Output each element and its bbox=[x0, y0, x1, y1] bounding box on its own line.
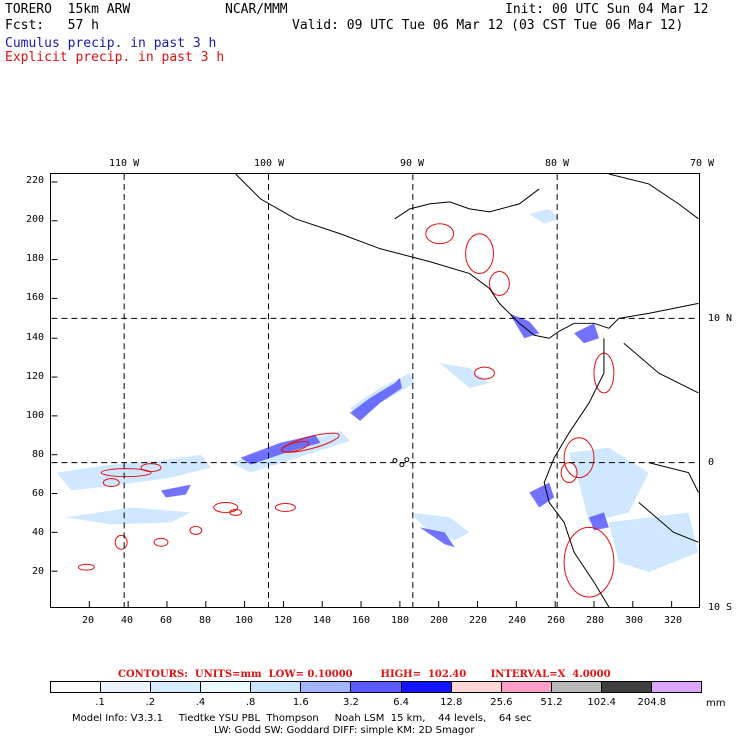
x-tick: 40 bbox=[121, 615, 134, 626]
colorbar-swatch bbox=[351, 682, 402, 692]
colorbar-level: 51.2 bbox=[540, 697, 563, 708]
x-tick: 120 bbox=[274, 615, 293, 626]
precip-shading-light bbox=[56, 208, 699, 573]
units-label: mm bbox=[706, 698, 726, 709]
y-tick: 140 bbox=[26, 332, 45, 343]
y-tick: 120 bbox=[26, 371, 45, 382]
colorbar-level: 1.6 bbox=[292, 697, 309, 708]
colorbar-swatch bbox=[101, 682, 152, 692]
colorbar-level: 12.8 bbox=[440, 697, 463, 708]
colorbar-swatch bbox=[651, 682, 702, 692]
y-tick: 60 bbox=[32, 488, 45, 499]
colorbar-level: 102.4 bbox=[587, 697, 617, 708]
valid-time: Valid: 09 UTC Tue 06 Mar 12 (03 CST Tue … bbox=[292, 18, 684, 33]
x-tick: 80 bbox=[199, 615, 212, 626]
colorbar-swatch bbox=[501, 682, 552, 692]
colorbar-swatch bbox=[451, 682, 502, 692]
lon-label: 70 W bbox=[690, 158, 715, 169]
y-tick: 100 bbox=[26, 410, 45, 421]
y-tick: 200 bbox=[26, 214, 45, 225]
x-tick: 300 bbox=[625, 615, 644, 626]
colorbar-level: .4 bbox=[195, 697, 206, 708]
y-tick: 20 bbox=[32, 566, 45, 577]
model-info-line2: LW: Godd SW: Goddard DIFF: simple KM: 2D… bbox=[214, 725, 475, 736]
colorbar-level: 3.2 bbox=[342, 697, 359, 708]
colorbar-level: .1 bbox=[95, 697, 105, 708]
contour-legend: CONTOURS: UNITS=mm LOW= 0.10000 HIGH= 10… bbox=[118, 669, 611, 680]
x-tick: 320 bbox=[664, 615, 683, 626]
x-tick: 60 bbox=[160, 615, 173, 626]
y-tick: 180 bbox=[26, 253, 45, 264]
lat-label: 0 bbox=[708, 457, 715, 468]
x-tick: 240 bbox=[508, 615, 527, 626]
colorbar-level: 204.8 bbox=[637, 697, 667, 708]
colorbar-swatch bbox=[401, 682, 452, 692]
x-tick: 220 bbox=[469, 615, 488, 626]
colorbar-level: 6.4 bbox=[393, 697, 410, 708]
x-tick: 280 bbox=[586, 615, 605, 626]
x-tick: 100 bbox=[235, 615, 254, 626]
field-cumulus: Cumulus precip. in past 3 h bbox=[5, 36, 217, 51]
precip-map bbox=[50, 173, 700, 608]
explicit-contours bbox=[77, 223, 615, 598]
colorbar-level: .8 bbox=[245, 697, 256, 708]
y-tick: 80 bbox=[32, 449, 45, 460]
field-explicit: Explicit precip. in past 3 h bbox=[5, 50, 225, 65]
y-tick: 160 bbox=[26, 292, 45, 303]
grid-lines bbox=[51, 174, 699, 607]
y-tick: 220 bbox=[26, 175, 45, 186]
left-ticks bbox=[51, 181, 58, 572]
colorbar-swatch bbox=[201, 682, 252, 692]
lon-label: 80 W bbox=[545, 158, 570, 169]
x-tick: 140 bbox=[313, 615, 332, 626]
colorbar-level: 25.6 bbox=[490, 697, 513, 708]
lon-label: 90 W bbox=[400, 158, 425, 169]
x-tick: 180 bbox=[391, 615, 410, 626]
colorbar-swatch bbox=[251, 682, 302, 692]
colorbar-swatch bbox=[51, 682, 102, 692]
x-tick: 160 bbox=[352, 615, 371, 626]
x-tick: 260 bbox=[547, 615, 566, 626]
model-info-line1: Model Info: V3.3.1 Tiedtke YSU PBL Thomp… bbox=[72, 713, 532, 724]
colorbar-swatch bbox=[151, 682, 202, 692]
init-time: Init: 00 UTC Sun 04 Mar 12 bbox=[505, 2, 709, 17]
forecast-hour: Fcst: 57 h bbox=[5, 18, 99, 33]
coastlines bbox=[235, 174, 699, 607]
center-name: NCAR/MMM bbox=[225, 2, 288, 17]
colorbar-level: .2 bbox=[145, 697, 156, 708]
colorbar-swatch bbox=[551, 682, 602, 692]
lon-label: 100 W bbox=[254, 158, 285, 169]
colorbar-swatch bbox=[601, 682, 652, 692]
x-tick: 200 bbox=[430, 615, 449, 626]
y-tick: 40 bbox=[32, 527, 45, 538]
lat-label: 10 N bbox=[708, 313, 733, 324]
colorbar-swatch bbox=[301, 682, 352, 692]
model-title: TORERO 15km ARW bbox=[5, 2, 131, 17]
colorbar bbox=[50, 681, 702, 693]
x-tick: 20 bbox=[82, 615, 95, 626]
precip-shading-medium bbox=[160, 313, 609, 548]
lat-label: 10 S bbox=[708, 602, 733, 613]
lon-label: 110 W bbox=[109, 158, 140, 169]
bottom-ticks bbox=[88, 601, 673, 607]
